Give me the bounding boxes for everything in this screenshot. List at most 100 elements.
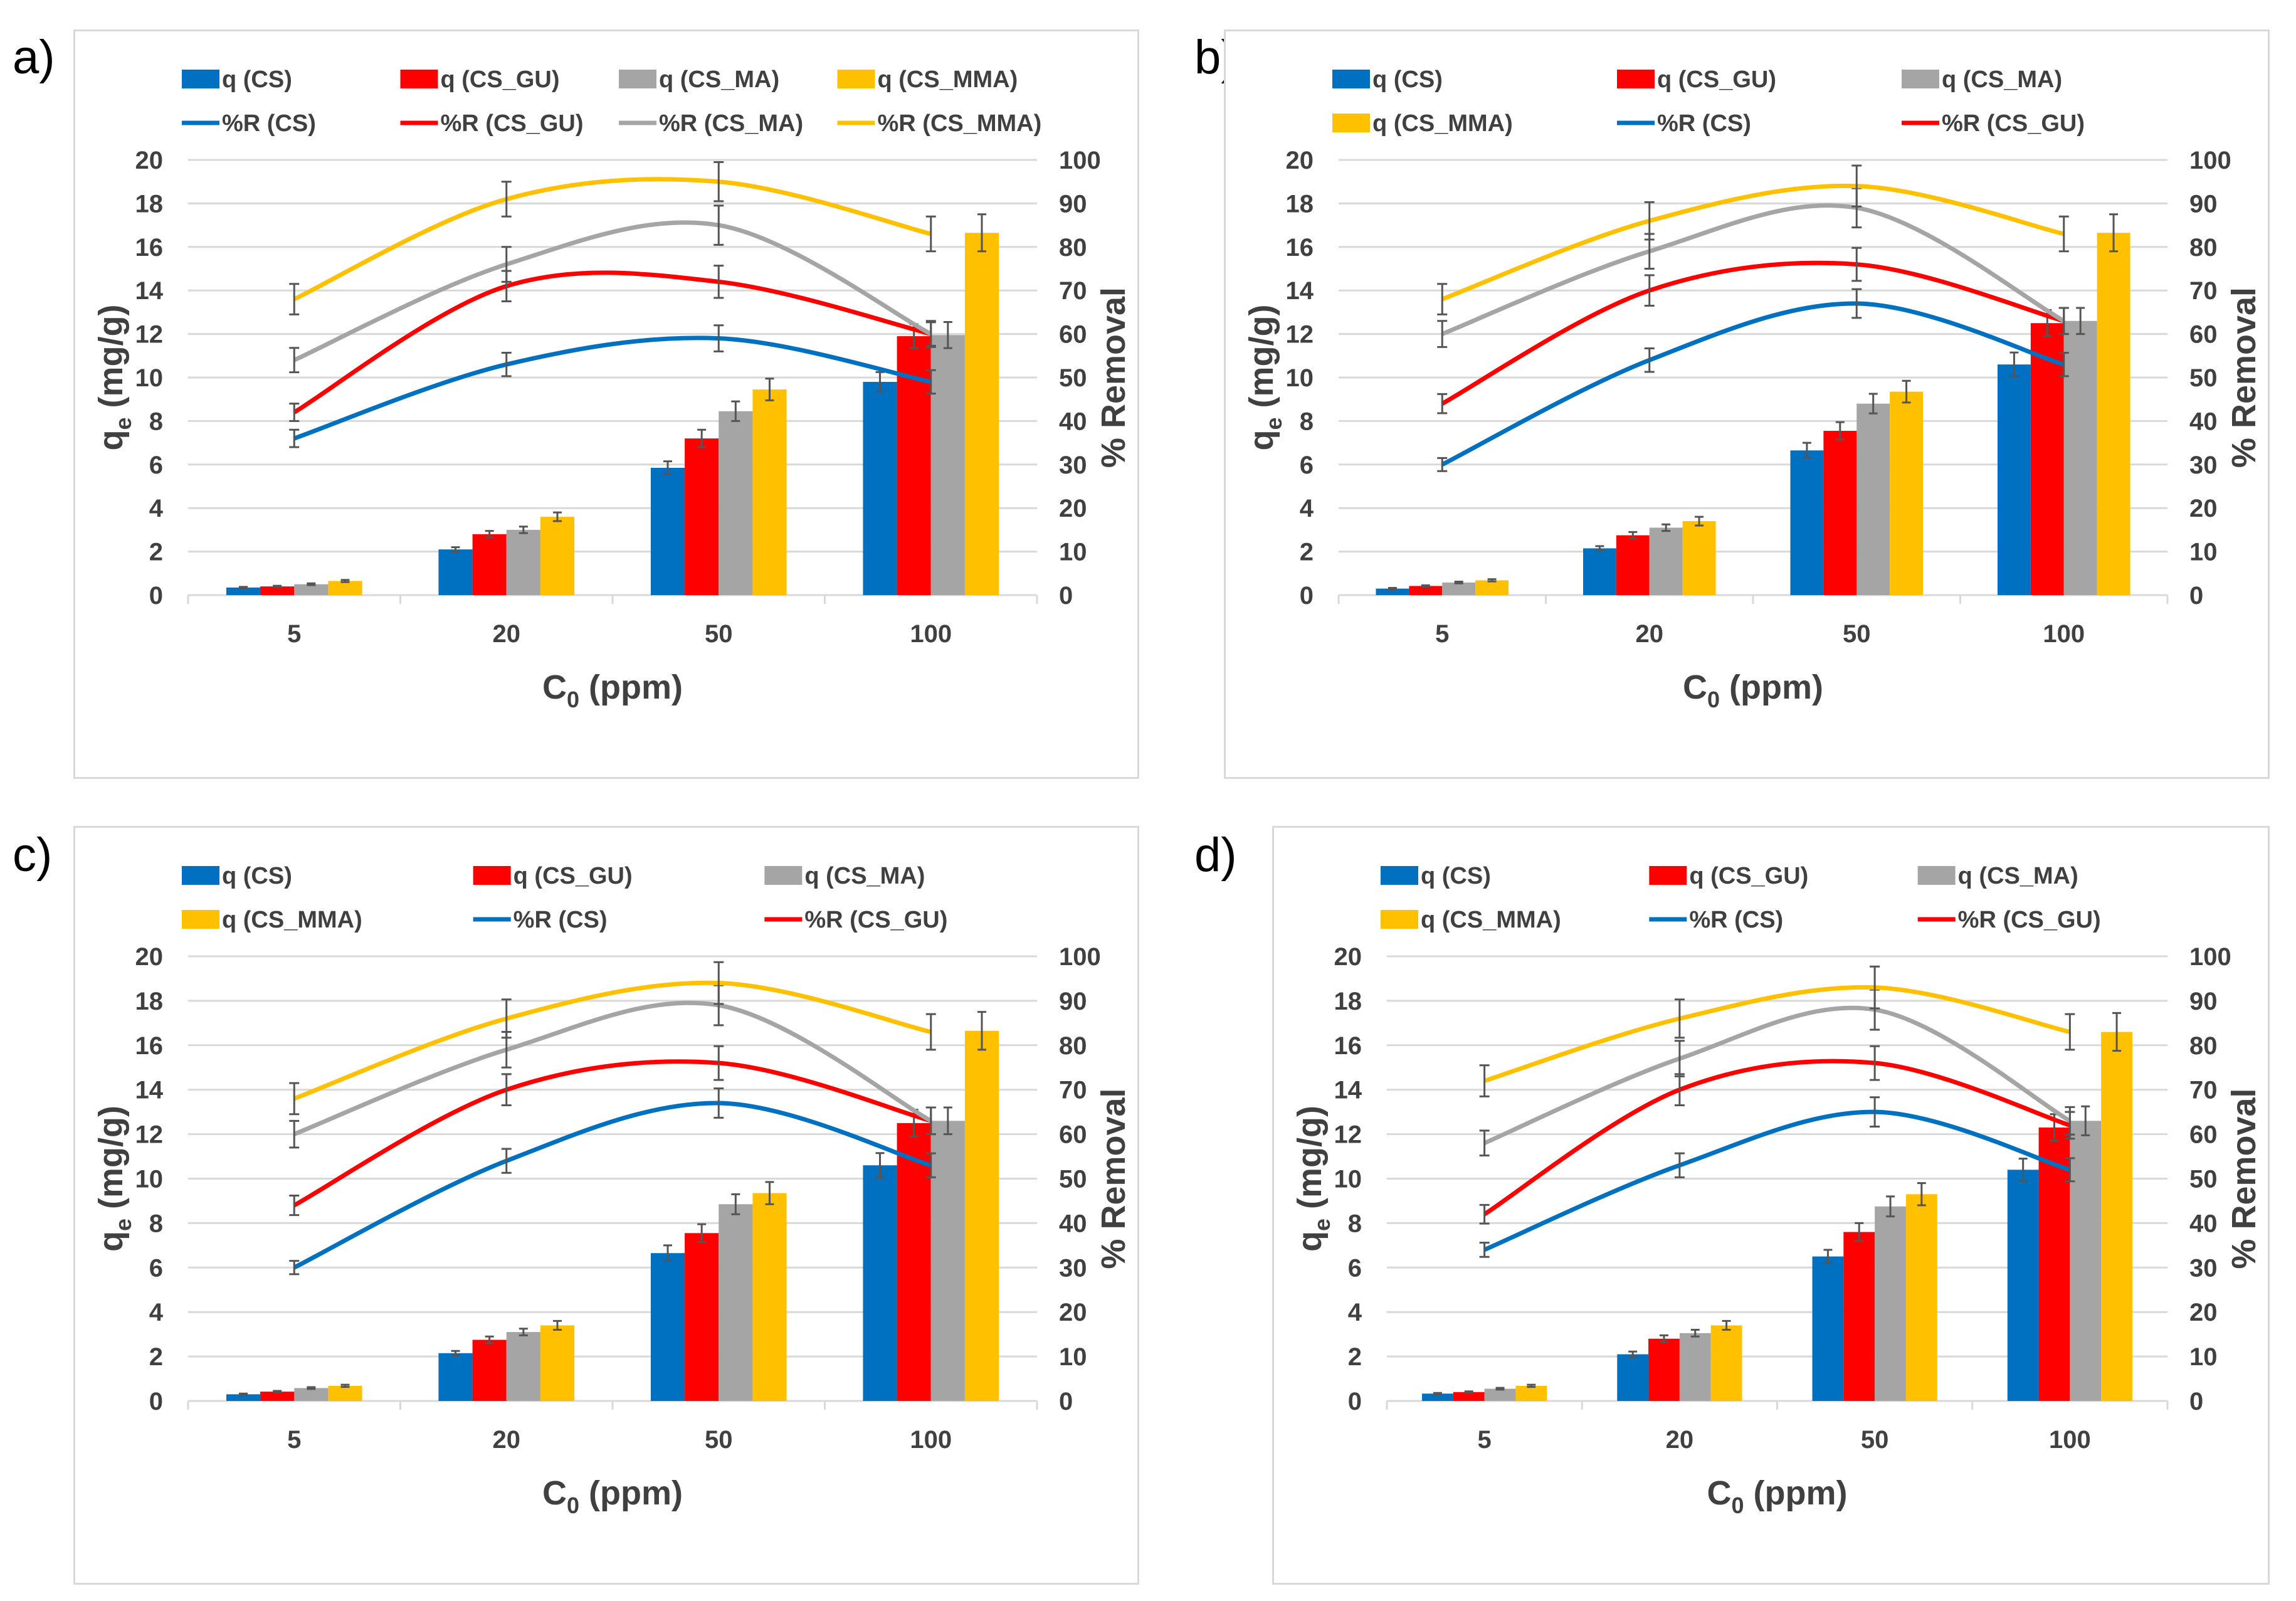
error-bar bbox=[501, 1073, 512, 1107]
error-bar bbox=[239, 586, 248, 589]
y2-tick-label: 100 bbox=[2189, 943, 2231, 971]
legend-item: q (CS_GU) bbox=[473, 863, 633, 889]
bar-cs-mma bbox=[328, 1385, 362, 1401]
y2-tick-label: 40 bbox=[1059, 408, 1087, 435]
legend-swatch-bar bbox=[1381, 866, 1418, 885]
x-axis-title-sub: 0 bbox=[567, 1493, 579, 1518]
legend-item: q (CS_MA) bbox=[764, 863, 925, 889]
legend-swatch-bar bbox=[1332, 70, 1370, 88]
x-tick-label: 50 bbox=[1861, 1426, 1889, 1454]
bar-cs-ma bbox=[506, 529, 540, 595]
error-bar bbox=[239, 1392, 248, 1396]
error-bar bbox=[1690, 1329, 1700, 1338]
y-tick-label: 12 bbox=[1286, 321, 1314, 349]
y-axis-title-main: q bbox=[92, 430, 130, 451]
line-removal-cs-ma bbox=[293, 1000, 932, 1136]
y2-tick-label: 20 bbox=[2189, 1299, 2218, 1326]
y2-tick-label: 0 bbox=[2189, 1388, 2203, 1415]
legend-label: %R (CS_MA) bbox=[659, 110, 803, 137]
y-tick-label: 6 bbox=[1348, 1254, 1362, 1282]
y2-axis-title: % Removal bbox=[2225, 287, 2263, 468]
y-tick-label: 2 bbox=[1300, 539, 1314, 566]
legend-swatch-bar bbox=[400, 70, 438, 88]
error-bar bbox=[1433, 1392, 1442, 1395]
bar-cs-mma bbox=[2101, 1032, 2132, 1401]
error-bar bbox=[1644, 347, 1655, 373]
error-bar bbox=[519, 526, 528, 534]
y-axis-title-unit: (mg/g) bbox=[1243, 305, 1280, 418]
y2-tick-label: 10 bbox=[2189, 1343, 2218, 1371]
error-bar bbox=[273, 584, 282, 588]
error-bar bbox=[289, 283, 300, 315]
legend-label: %R (CS) bbox=[1689, 907, 1783, 933]
line-removal-cs bbox=[293, 1101, 932, 1270]
bar-cs-gu bbox=[685, 438, 719, 595]
line-removal-cs-mma bbox=[1441, 183, 2065, 302]
bar-cs-gu bbox=[1823, 431, 1857, 595]
y2-tick-label: 30 bbox=[2189, 1254, 2218, 1282]
legend-item: q (CS_GU) bbox=[1649, 863, 1808, 889]
y2-axis-title: % Removal bbox=[2225, 1088, 2263, 1269]
line-removal-cs-mma bbox=[1483, 985, 2071, 1083]
x-tick-label: 5 bbox=[1435, 620, 1449, 648]
x-tick-label: 20 bbox=[1666, 1426, 1694, 1454]
error-bar bbox=[1851, 164, 1862, 208]
legend-swatch-bar bbox=[1617, 70, 1655, 88]
bar-cs bbox=[650, 468, 685, 595]
x-axis-title-main: C bbox=[1683, 668, 1707, 706]
x-tick-label: 100 bbox=[910, 1426, 952, 1454]
chart-panel-a: 0 2 4 6 8 10 12 14 16 18 20 0 10 20 30 40 50 60 70 80 90 100 5… bbox=[73, 29, 1139, 779]
legend-label: %R (CS_MMA) bbox=[878, 110, 1042, 137]
y-tick-label: 12 bbox=[1334, 1121, 1362, 1149]
chart-panel-c: 0 2 4 6 8 10 12 14 16 18 20 0 10 20 30 40 50 60 70 80 90 100 5… bbox=[73, 826, 1139, 1585]
x-axis-title-unit: (ppm) bbox=[1720, 668, 1823, 706]
legend-item: q (CS_MA) bbox=[619, 66, 779, 93]
y-axis-title-main: q bbox=[1291, 1231, 1329, 1252]
error-bar bbox=[714, 961, 724, 1005]
y-tick-label: 6 bbox=[149, 452, 163, 479]
legend-label: %R (CS) bbox=[1657, 110, 1751, 137]
error-bar bbox=[943, 1106, 952, 1136]
y2-tick-label: 90 bbox=[2189, 988, 2218, 1015]
bar-cs-mma bbox=[1710, 1325, 1742, 1401]
x-axis-title-main: C bbox=[542, 1474, 567, 1512]
error-bar bbox=[1855, 1222, 1864, 1242]
error-bar bbox=[307, 1386, 316, 1390]
error-bar bbox=[977, 1011, 986, 1051]
legend-item: q (CS_MMA) bbox=[182, 907, 362, 933]
line-removal-cs-ma bbox=[293, 220, 932, 362]
error-bar bbox=[2109, 213, 2119, 253]
bar-cs bbox=[226, 587, 261, 595]
error-bar bbox=[943, 321, 952, 349]
error-bar bbox=[552, 1319, 562, 1331]
error-bar bbox=[2081, 1105, 2090, 1136]
y2-tick-label: 20 bbox=[1059, 1299, 1087, 1326]
error-bar bbox=[1674, 1152, 1685, 1178]
legend-item: q (CS_MA) bbox=[1902, 66, 2062, 93]
error-bar bbox=[1495, 1387, 1505, 1391]
x-tick-label: 50 bbox=[705, 620, 733, 648]
line-removal-cs-gu bbox=[1483, 1059, 2071, 1217]
error-bar bbox=[451, 546, 460, 553]
legend-label: q (CS_MMA) bbox=[1372, 110, 1513, 137]
bar-cs-ma bbox=[2070, 1121, 2102, 1401]
bar-cs bbox=[650, 1253, 685, 1401]
y-axis-title-sub: e bbox=[1309, 1218, 1335, 1231]
bar-cs bbox=[863, 381, 897, 595]
legend-label: q (CS_GU) bbox=[1689, 863, 1808, 889]
x-axis-title-sub: 0 bbox=[1707, 687, 1720, 712]
legend-item: q (CS_MMA) bbox=[1332, 110, 1513, 137]
error-bar bbox=[1659, 1334, 1668, 1343]
y2-tick-label: 100 bbox=[1059, 943, 1101, 971]
legend-item: q (CS_MA) bbox=[1917, 863, 2078, 889]
error-bar bbox=[2018, 1158, 2028, 1182]
y-axis-title-unit: (mg/g) bbox=[92, 1106, 130, 1218]
x-axis-title: C0 (ppm) bbox=[1707, 1474, 1848, 1518]
line-removal-cs-gu bbox=[1441, 260, 2065, 406]
x-axis-title-unit: (ppm) bbox=[579, 1474, 683, 1512]
legend-label: q (CS_GU) bbox=[513, 863, 633, 889]
y-tick-label: 12 bbox=[135, 1121, 164, 1149]
y-tick-label: 14 bbox=[1286, 277, 1314, 305]
y2-tick-label: 70 bbox=[2189, 1077, 2218, 1104]
error-bar bbox=[1644, 274, 1655, 307]
